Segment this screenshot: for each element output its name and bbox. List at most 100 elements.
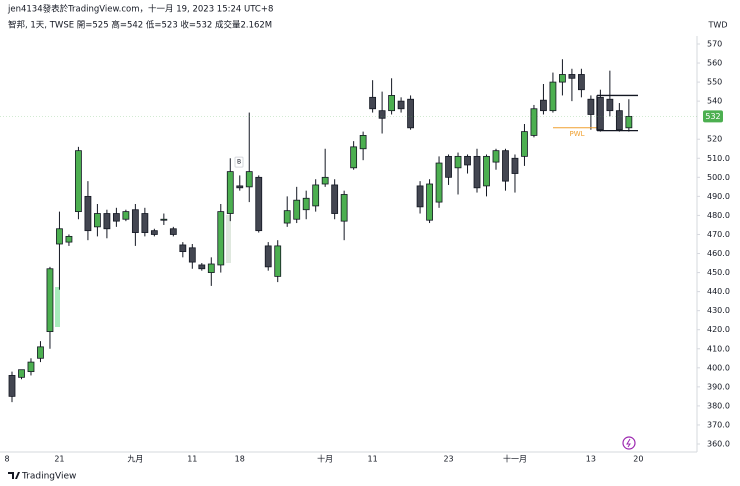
candle (321, 148, 329, 187)
candle-body (378, 110, 386, 119)
candle-body (150, 230, 158, 235)
candle-body (112, 213, 120, 222)
last-price-tag (703, 110, 723, 123)
candle-body (207, 263, 215, 273)
candle (112, 207, 120, 227)
candle (549, 72, 557, 113)
highlight (55, 287, 60, 327)
candle-body (245, 171, 253, 188)
x-tick-label: 20 (633, 455, 643, 464)
candle-body (321, 176, 329, 185)
candle-body (596, 96, 604, 131)
candle (445, 154, 452, 185)
y-tick-label: 430.0 (707, 306, 730, 315)
candle-body (388, 95, 396, 112)
candle (188, 243, 196, 269)
candle (521, 123, 528, 166)
candle (264, 242, 272, 271)
candle-body (217, 211, 225, 266)
candle-body (236, 185, 244, 189)
y-tick-label: 490.0 (707, 192, 730, 201)
pwl-label: PWL (569, 130, 584, 138)
candle (122, 209, 130, 222)
candle (530, 104, 538, 138)
candle (8, 371, 16, 403)
y-tick-label: 370.0 (707, 420, 730, 429)
candle-body (141, 213, 149, 233)
candle (179, 242, 187, 258)
x-tick-label: 21 (54, 455, 64, 464)
y-tick-label: 550 (707, 78, 722, 87)
candle (27, 358, 35, 376)
candle-body (302, 197, 310, 211)
candle (350, 141, 358, 170)
candle (407, 95, 414, 130)
candle (540, 83, 547, 115)
candle (131, 203, 139, 246)
candle (606, 70, 614, 117)
candle (65, 234, 73, 246)
x-tick-label: 23 (443, 455, 453, 464)
candle-body (312, 184, 320, 207)
candle-body (75, 150, 82, 213)
candle (56, 211, 63, 290)
candle (473, 148, 481, 193)
candle-body (492, 150, 500, 163)
candle-body (426, 183, 433, 221)
y-tick-label: 560 (707, 59, 722, 68)
candle-body (283, 210, 291, 224)
marker-label: B (237, 159, 241, 166)
candle-body (625, 115, 633, 129)
candle-body (435, 162, 443, 203)
candle (312, 179, 320, 212)
candle (75, 146, 82, 220)
candle-body (27, 361, 35, 373)
candle (454, 152, 462, 195)
candle (245, 112, 253, 203)
candle-body (549, 81, 557, 112)
y-tick-label: 500.0 (707, 173, 730, 182)
candle-body (293, 199, 301, 220)
candle-body (606, 98, 614, 112)
y-tick-label: 520 (707, 135, 722, 144)
highlight (226, 215, 231, 263)
candle (615, 103, 623, 132)
currency: TWD (708, 21, 728, 30)
candle (416, 181, 424, 214)
candle (236, 175, 244, 191)
author-line: jen4134發表於TradingView.com，十一月 19, 2023 1… (7, 4, 273, 15)
lightning-icon[interactable] (622, 436, 636, 450)
y-tick-label: 410.0 (707, 344, 730, 353)
candle-body (160, 218, 168, 221)
candle-body (483, 155, 490, 187)
candle (18, 369, 25, 380)
candle-body (350, 146, 358, 169)
candle-body (540, 99, 547, 112)
candle (587, 95, 595, 130)
candle-body (445, 155, 452, 178)
x-tick-label: 18 (235, 455, 245, 464)
candle (388, 78, 396, 115)
candle (84, 181, 92, 241)
icon-circle[interactable] (622, 436, 636, 450)
candle (160, 213, 168, 225)
candle (198, 263, 206, 271)
x-tick-label: 11 (368, 455, 378, 464)
candle-body (255, 176, 263, 232)
candle-body (94, 213, 101, 228)
candle-body (502, 150, 509, 182)
x-tick-label: 十一月 (503, 454, 527, 464)
y-tick-label: 420.0 (707, 325, 730, 334)
candle (274, 240, 282, 283)
symbol-line: 智邦, 1天, TWSE 開=525 高=542 低=523 收=532 成交量… (8, 20, 272, 31)
brand-logo: TradingView (8, 472, 76, 482)
candle-body (264, 245, 272, 268)
candle-body (103, 213, 111, 230)
x-tick-label: 九月 (127, 455, 143, 464)
x-tick-label: 11 (187, 455, 197, 464)
candle (255, 175, 263, 233)
candle-body (587, 98, 595, 115)
last-price-label: 532 (705, 112, 720, 121)
icon-bolt[interactable] (626, 438, 631, 448)
